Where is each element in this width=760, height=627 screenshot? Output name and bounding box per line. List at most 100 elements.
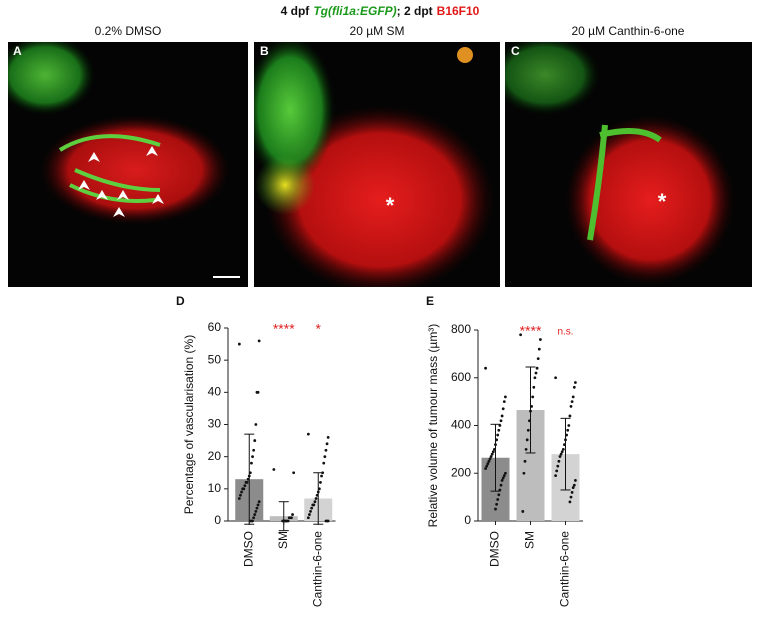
data-point: [574, 479, 577, 482]
data-point: [255, 390, 259, 394]
data-point: [522, 471, 526, 475]
data-point: [536, 357, 540, 361]
figure-title: 4 dpf Tg(fli1a:EGFP); 2 dpt B16F10: [281, 4, 480, 18]
data-point: [539, 338, 542, 341]
title-part: ; 2 dpt: [397, 4, 433, 18]
significance: n.s.: [557, 327, 573, 338]
data-point: [291, 513, 294, 516]
data-point: [555, 469, 559, 473]
data-point: [257, 339, 261, 343]
data-point: [572, 385, 576, 389]
data-point: [323, 455, 327, 459]
y-axis-label: Percentage of vascularisation (%): [182, 335, 196, 514]
data-point: [534, 371, 538, 375]
y-tick-label: 400: [451, 418, 471, 432]
data-point: [497, 428, 501, 432]
data-point: [523, 459, 527, 463]
micrograph: [254, 42, 500, 287]
data-point: [500, 479, 504, 482]
panel-label: C: [511, 44, 520, 58]
data-point: [504, 395, 507, 399]
micrograph: [505, 42, 752, 287]
data-point: [496, 498, 500, 501]
data-point: [320, 474, 323, 478]
data-point: [560, 450, 564, 454]
data-point: [570, 490, 574, 494]
data-point: [311, 503, 315, 507]
data-point: [306, 432, 310, 436]
data-point: [309, 509, 312, 513]
data-point: [250, 461, 253, 465]
data-point: [558, 455, 562, 458]
data-point: [241, 487, 245, 491]
data-point: [308, 513, 311, 516]
data-point: [501, 476, 505, 480]
data-point: [554, 376, 557, 380]
data-point: [272, 468, 276, 471]
y-tick-label: 30: [208, 417, 222, 431]
data-point: [484, 366, 487, 370]
title-part: 4 dpf: [281, 4, 311, 18]
significance: ****: [520, 323, 542, 339]
y-tick-label: 40: [208, 385, 222, 399]
data-point: [568, 500, 572, 504]
data-point: [257, 500, 261, 504]
data-point: [485, 464, 489, 468]
data-point: [237, 342, 241, 346]
panel-title: 0.2% DMSO: [95, 24, 162, 38]
data-point: [533, 376, 537, 380]
data-point: [496, 433, 500, 437]
data-point: [287, 516, 291, 520]
title-part: B16F10: [437, 4, 480, 18]
x-tick-label: Canthin-6-one: [558, 531, 572, 607]
y-tick-label: 50: [208, 352, 222, 366]
data-point: [566, 428, 570, 432]
data-point: [240, 490, 243, 494]
data-point: [253, 513, 257, 516]
data-point: [313, 500, 317, 504]
data-point: [252, 448, 256, 452]
data-point: [494, 507, 497, 511]
x-tick-label: SM: [276, 531, 290, 549]
micrograph: [8, 42, 248, 287]
x-tick-label: DMSO: [241, 531, 255, 567]
data-point: [497, 493, 501, 497]
data-point: [535, 366, 539, 370]
panel-label: A: [13, 44, 22, 58]
data-point: [489, 455, 493, 458]
y-axis-label: Relative volume of tumour mass (µm³): [426, 324, 440, 528]
data-point: [569, 495, 573, 499]
data-point: [532, 385, 536, 389]
y-tick-label: 0: [464, 513, 471, 527]
data-point: [531, 395, 535, 399]
significance: *: [316, 321, 322, 337]
data-point: [251, 455, 254, 459]
data-point: [519, 333, 522, 337]
x-tick-label: Canthin-6-one: [310, 531, 324, 607]
data-point: [254, 423, 258, 426]
data-point: [487, 459, 491, 463]
data-point: [569, 405, 573, 408]
data-point: [292, 471, 296, 475]
title-part: Tg(fli1a:EGFP): [313, 4, 396, 18]
chart-label: D: [176, 294, 185, 308]
data-point: [526, 428, 530, 432]
significance: ****: [273, 321, 295, 337]
data-point: [559, 452, 563, 456]
panel-label: B: [260, 44, 269, 58]
panel-title: 20 µM SM: [350, 24, 405, 38]
data-point: [237, 497, 241, 500]
data-point: [254, 509, 258, 513]
y-tick-label: 800: [451, 322, 471, 336]
data-point: [525, 438, 529, 442]
y-tick-label: 20: [208, 449, 222, 463]
y-tick-label: 0: [214, 513, 221, 527]
data-point: [322, 461, 326, 465]
data-point: [500, 414, 504, 418]
data-point: [568, 414, 572, 418]
data-point: [491, 450, 495, 454]
data-point: [490, 452, 494, 456]
data-point: [554, 474, 557, 478]
data-point: [557, 459, 561, 463]
